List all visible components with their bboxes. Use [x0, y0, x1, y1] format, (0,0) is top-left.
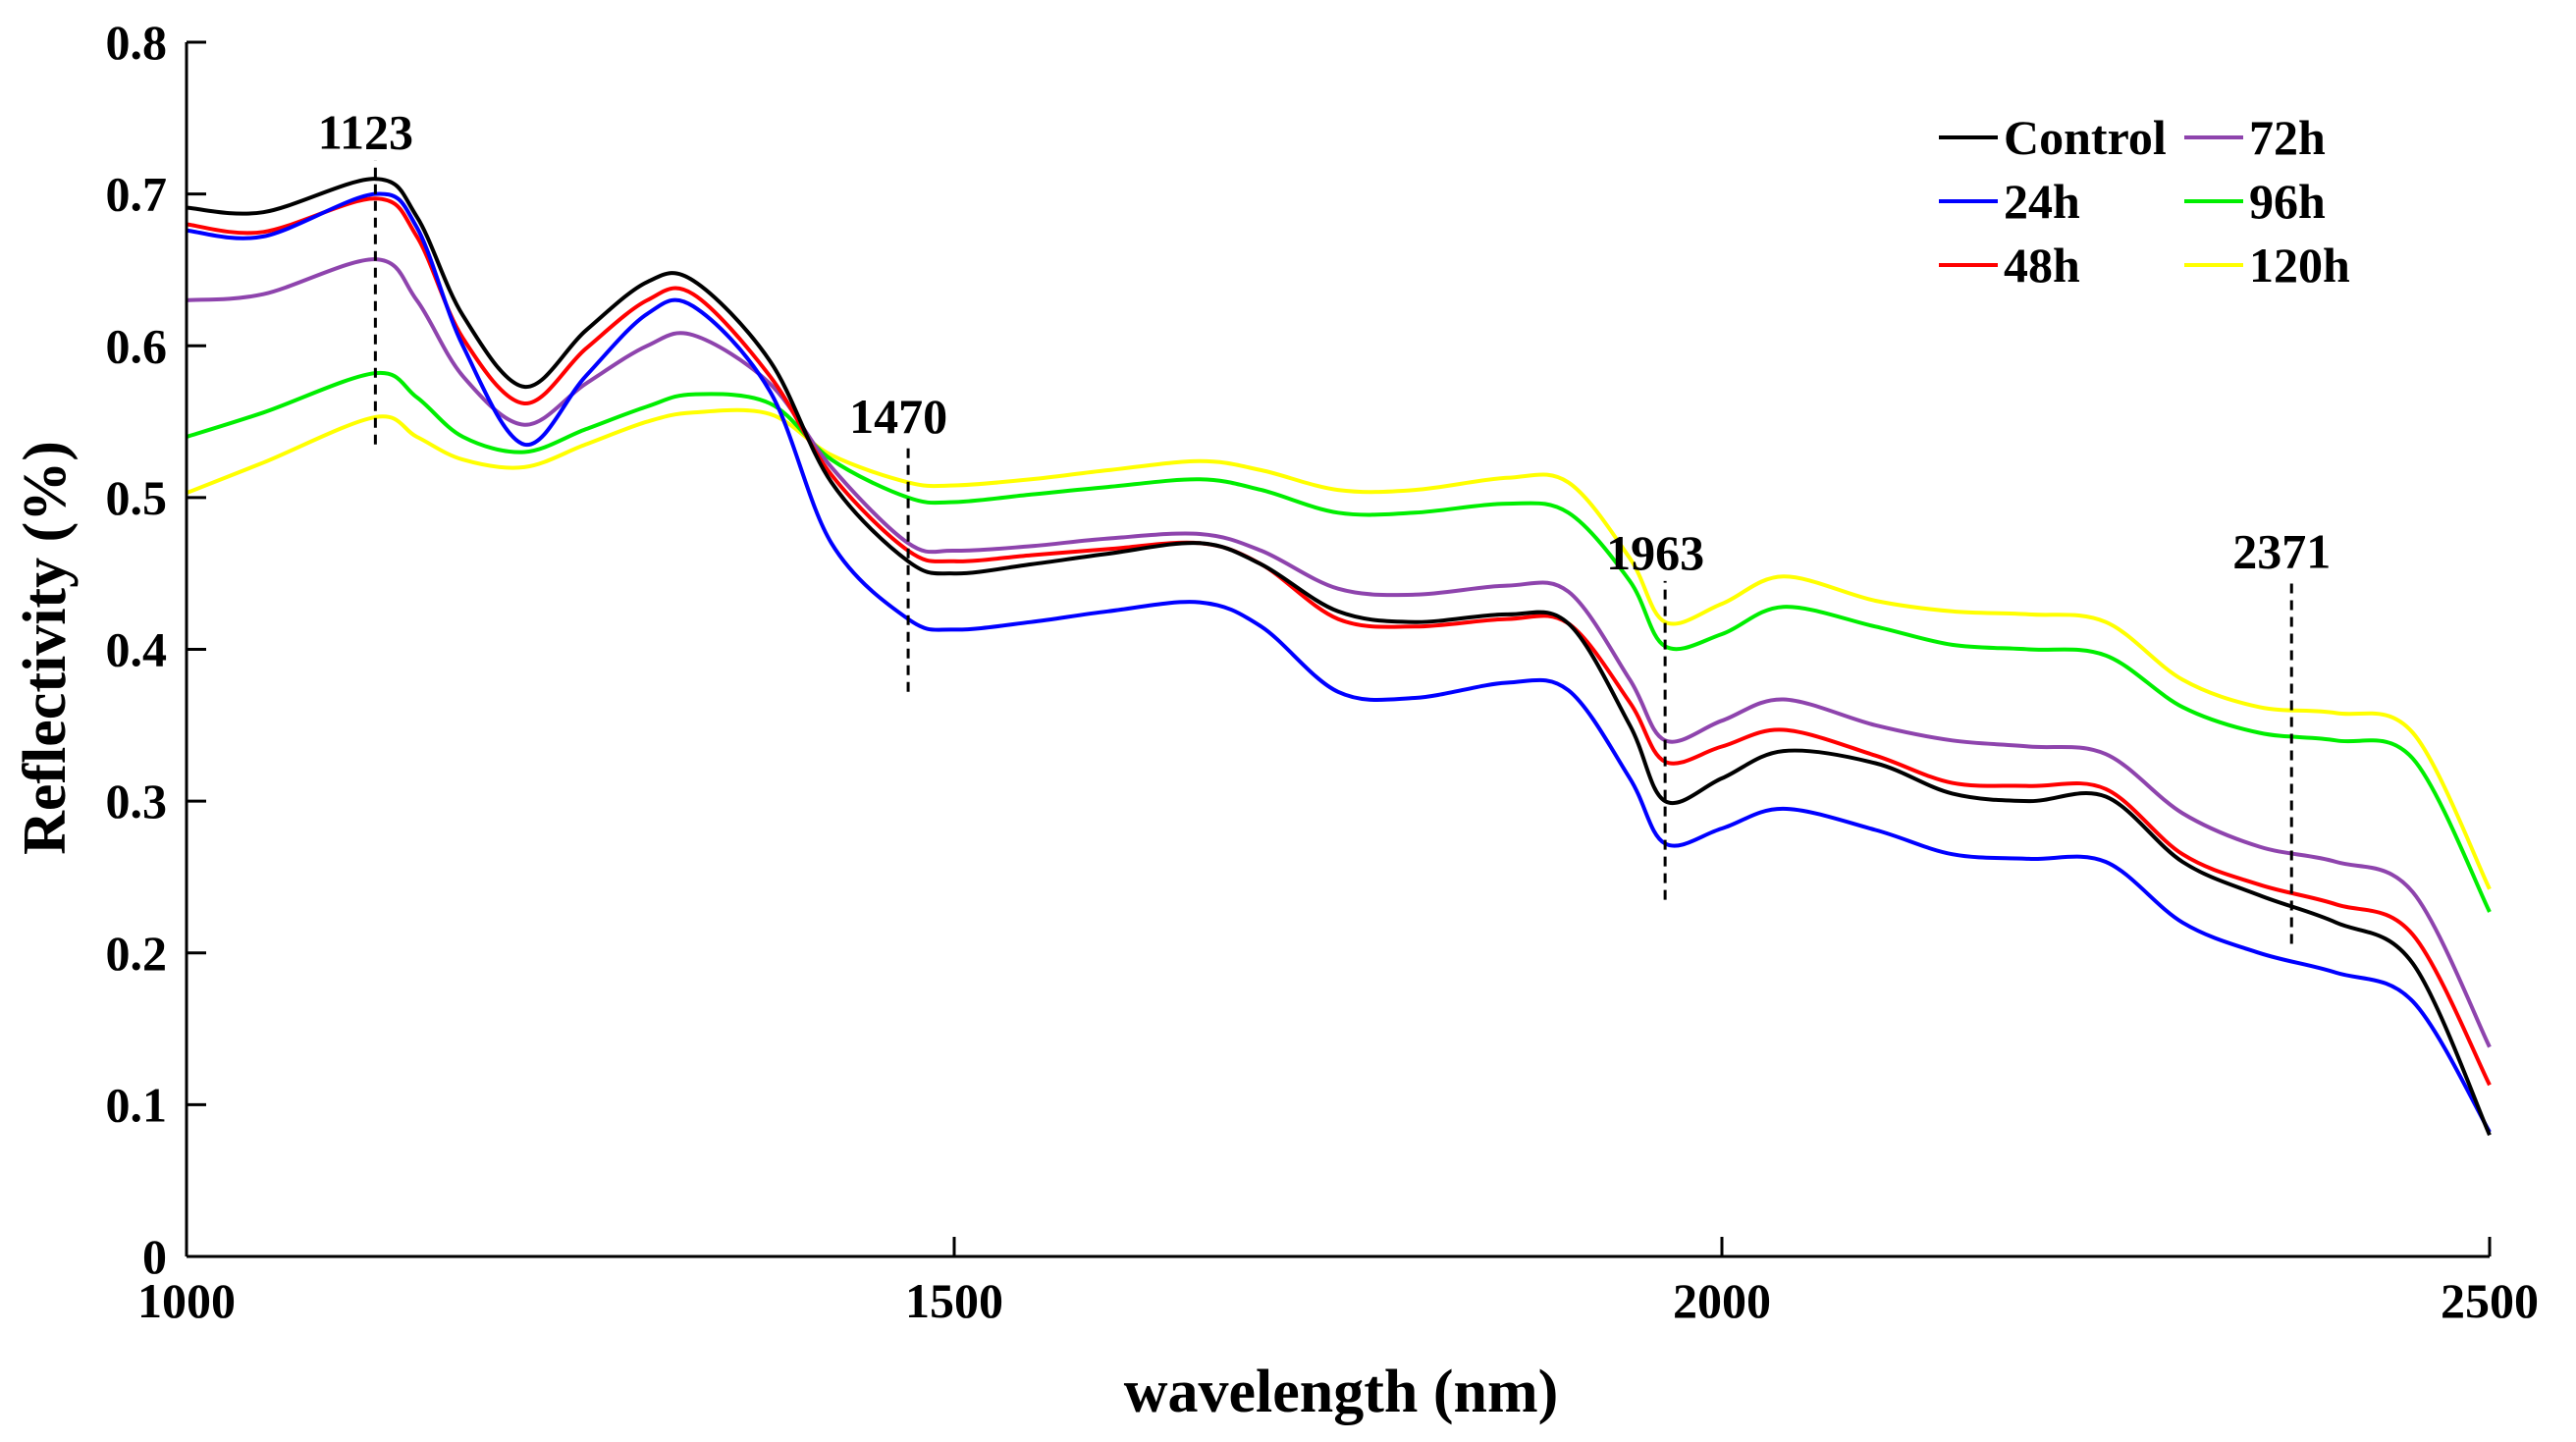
y-tick-label-0: 0 [142, 1229, 167, 1284]
annotation-label-1963: 1963 [1606, 525, 1704, 580]
series-line-120h [186, 407, 2492, 890]
y-tick-label-0.5: 0.5 [106, 470, 168, 525]
series-line-72h [186, 257, 2492, 1048]
legend-label-120h: 120h [2249, 238, 2350, 293]
annotation-label-2371: 2371 [2232, 523, 2331, 578]
series-line-96h [186, 370, 2492, 913]
series-line-24h [186, 191, 2492, 1134]
x-axis-title: wavelength (nm) [1124, 1359, 1559, 1425]
x-tick-label-1000: 1000 [137, 1273, 236, 1328]
y-tick-label-0.1: 0.1 [106, 1077, 168, 1132]
legend-label-24h: 24h [2004, 174, 2080, 229]
y-tick-label-0.8: 0.8 [106, 15, 168, 70]
series-line-control [186, 177, 2492, 1137]
series-line-48h [186, 196, 2492, 1087]
series-lines [186, 177, 2492, 1137]
annotation-lines: 1123 1470 1963 2371 [318, 105, 2331, 944]
annotation-label-1123: 1123 [318, 105, 413, 160]
axes: 0 0.1 0.2 0.3 0.4 0.5 0.6 0.7 0.8 1000 1500 2000 250… [106, 15, 2540, 1328]
legend: Control 24h 48h 72h 96h 120h [1939, 110, 2350, 293]
y-tick-label-0.3: 0.3 [106, 774, 168, 828]
x-tick-label-2000: 2000 [1673, 1273, 1771, 1328]
y-axis-title: Reflectivity (%) [12, 441, 79, 855]
y-tick-label-0.7: 0.7 [106, 167, 168, 222]
y-tick-label-0.4: 0.4 [106, 622, 168, 677]
legend-label-48h: 48h [2004, 238, 2080, 293]
legend-label-control: Control [2004, 110, 2167, 165]
y-tick-label-0.2: 0.2 [106, 926, 168, 981]
legend-label-72h: 72h [2249, 110, 2326, 165]
legend-label-96h: 96h [2249, 174, 2326, 229]
x-tick-label-2500: 2500 [2441, 1273, 2539, 1328]
annotation-label-1470: 1470 [849, 389, 947, 444]
y-tick-label-0.6: 0.6 [106, 318, 168, 373]
x-tick-label-1500: 1500 [905, 1273, 1003, 1328]
